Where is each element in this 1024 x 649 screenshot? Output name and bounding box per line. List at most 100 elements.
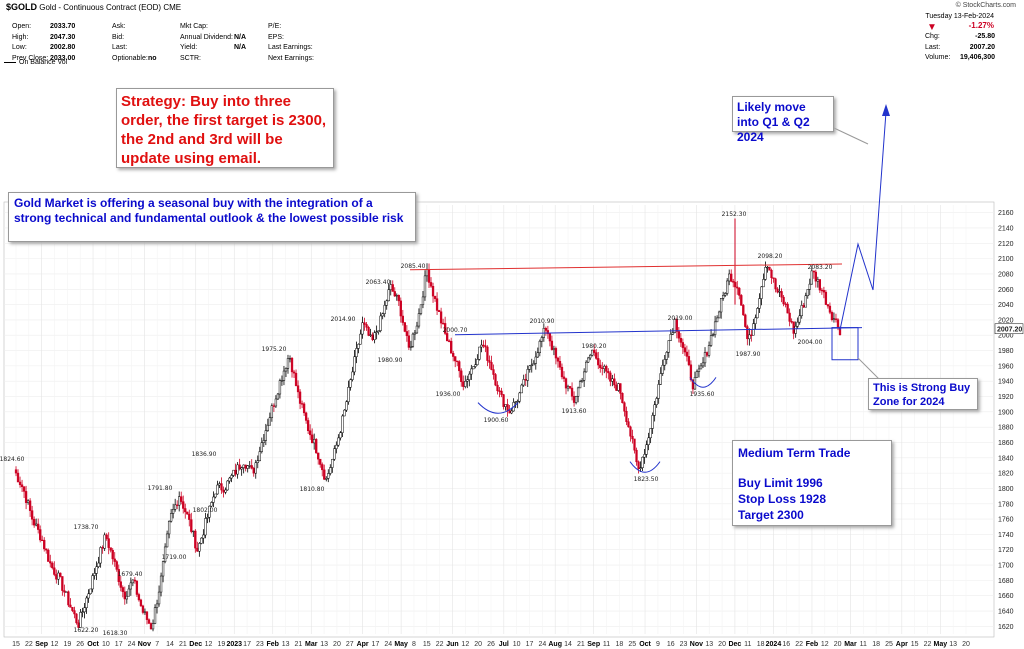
x-tick-label: 2024 bbox=[766, 641, 782, 648]
quote-value: 2002.80 bbox=[50, 44, 76, 51]
y-tick-label: 1880 bbox=[998, 425, 1014, 432]
candle-body bbox=[323, 469, 326, 480]
candle-body bbox=[564, 378, 568, 389]
quote-row: Next Earnings: bbox=[268, 54, 328, 65]
candle-body bbox=[726, 280, 729, 294]
candle-body bbox=[454, 356, 457, 362]
price-label: 2000.70 bbox=[443, 327, 468, 334]
candle-body bbox=[63, 590, 66, 593]
quote-row: Open: 2033.70 bbox=[12, 22, 92, 33]
candle-body bbox=[37, 523, 40, 530]
candle-body bbox=[57, 572, 60, 580]
candle-body bbox=[732, 281, 735, 283]
quote-column-2: Ask: Bid: Last: Optionable: no bbox=[112, 22, 172, 64]
candle-body bbox=[41, 539, 44, 542]
x-tick-label: 17 bbox=[372, 641, 380, 648]
candle-body bbox=[589, 354, 592, 359]
candle-body bbox=[288, 357, 292, 360]
candle-body bbox=[496, 384, 499, 392]
candle-body bbox=[415, 325, 419, 334]
candle-body bbox=[347, 387, 350, 403]
x-tick-label: 13 bbox=[320, 641, 328, 648]
cup-curve bbox=[629, 461, 661, 473]
candle-body bbox=[663, 359, 666, 366]
candle-body bbox=[578, 381, 582, 389]
x-tick-label: Jun bbox=[446, 641, 458, 648]
candle-body bbox=[764, 267, 767, 280]
candle-body bbox=[272, 405, 276, 407]
x-tick-label: 17 bbox=[243, 641, 251, 648]
candle-body bbox=[174, 504, 177, 510]
strategy-text: Strategy: Buy into three order, the firs… bbox=[121, 93, 327, 167]
candle-body bbox=[574, 396, 578, 403]
candle-body bbox=[169, 513, 173, 522]
cup-curve bbox=[477, 402, 519, 414]
x-tick-label: 24 bbox=[384, 641, 392, 648]
candle-body bbox=[701, 362, 705, 367]
candle-body bbox=[520, 384, 523, 394]
x-tick-label: 12 bbox=[461, 641, 469, 648]
candle-body bbox=[244, 464, 247, 469]
candle-body bbox=[484, 345, 487, 348]
candle-body bbox=[724, 293, 727, 296]
candle-body bbox=[554, 348, 558, 359]
candle-body bbox=[236, 464, 239, 475]
candle-body bbox=[351, 371, 354, 380]
candle-body bbox=[405, 331, 409, 337]
quote-label: Yield: bbox=[180, 44, 198, 51]
price-label: 2014.90 bbox=[331, 316, 356, 323]
x-tick-label: 8 bbox=[412, 641, 416, 648]
candle-body bbox=[214, 493, 217, 498]
candle-body bbox=[643, 454, 646, 458]
candle-body bbox=[605, 365, 608, 372]
price-label: 2085.40 bbox=[401, 263, 426, 270]
quote-value: no bbox=[148, 54, 157, 62]
candle-body bbox=[97, 562, 100, 567]
candle-body bbox=[208, 505, 211, 518]
candle-body bbox=[109, 547, 112, 551]
x-tick-label: 17 bbox=[115, 641, 123, 648]
description: Gold - Continuous Contract (EOD) bbox=[39, 3, 162, 12]
price-label: 1618.30 bbox=[103, 630, 128, 637]
candle-body bbox=[661, 364, 664, 374]
chart-title: $GOLD Gold - Continuous Contract (EOD) C… bbox=[6, 2, 181, 12]
candle-body bbox=[113, 558, 116, 562]
candle-body bbox=[284, 368, 288, 372]
candle-body bbox=[472, 366, 475, 370]
y-tick-label: 1980 bbox=[998, 348, 1014, 355]
x-tick-label: 17 bbox=[526, 641, 534, 648]
candle-body bbox=[421, 296, 425, 306]
candle-body bbox=[435, 298, 439, 311]
price-label: 1824.60 bbox=[0, 456, 25, 463]
price-label: 1679.40 bbox=[118, 571, 143, 578]
candle-body bbox=[53, 567, 56, 575]
quote-row: Bid: bbox=[112, 33, 172, 44]
candle-body bbox=[317, 452, 320, 460]
candle-body bbox=[687, 356, 691, 366]
quote-row: Last: bbox=[112, 43, 172, 54]
candle-body bbox=[736, 286, 739, 289]
candle-body bbox=[683, 347, 687, 353]
candle-body bbox=[772, 277, 775, 279]
candle-body bbox=[278, 380, 282, 395]
candle-body bbox=[675, 319, 678, 332]
candle-body bbox=[385, 300, 388, 306]
candle-body bbox=[639, 467, 642, 469]
projection-path bbox=[839, 111, 887, 331]
quote-label: P/E: bbox=[268, 23, 282, 30]
candle-body bbox=[61, 576, 64, 591]
candle-body bbox=[178, 496, 181, 506]
candle-body bbox=[325, 478, 328, 480]
x-tick-label: 18 bbox=[757, 641, 765, 648]
candle-body bbox=[49, 561, 52, 564]
change-pct: -1.27% bbox=[968, 21, 994, 30]
candle-body bbox=[591, 349, 594, 356]
candle-body bbox=[93, 573, 96, 576]
candle-body bbox=[165, 533, 169, 548]
candle-body bbox=[127, 588, 130, 597]
candle-body bbox=[804, 295, 807, 308]
candle-body bbox=[607, 371, 610, 374]
quote-row: Low: 2002.80 bbox=[12, 43, 92, 54]
price-label: 2063.40 bbox=[366, 279, 391, 286]
candle-body bbox=[188, 513, 191, 520]
